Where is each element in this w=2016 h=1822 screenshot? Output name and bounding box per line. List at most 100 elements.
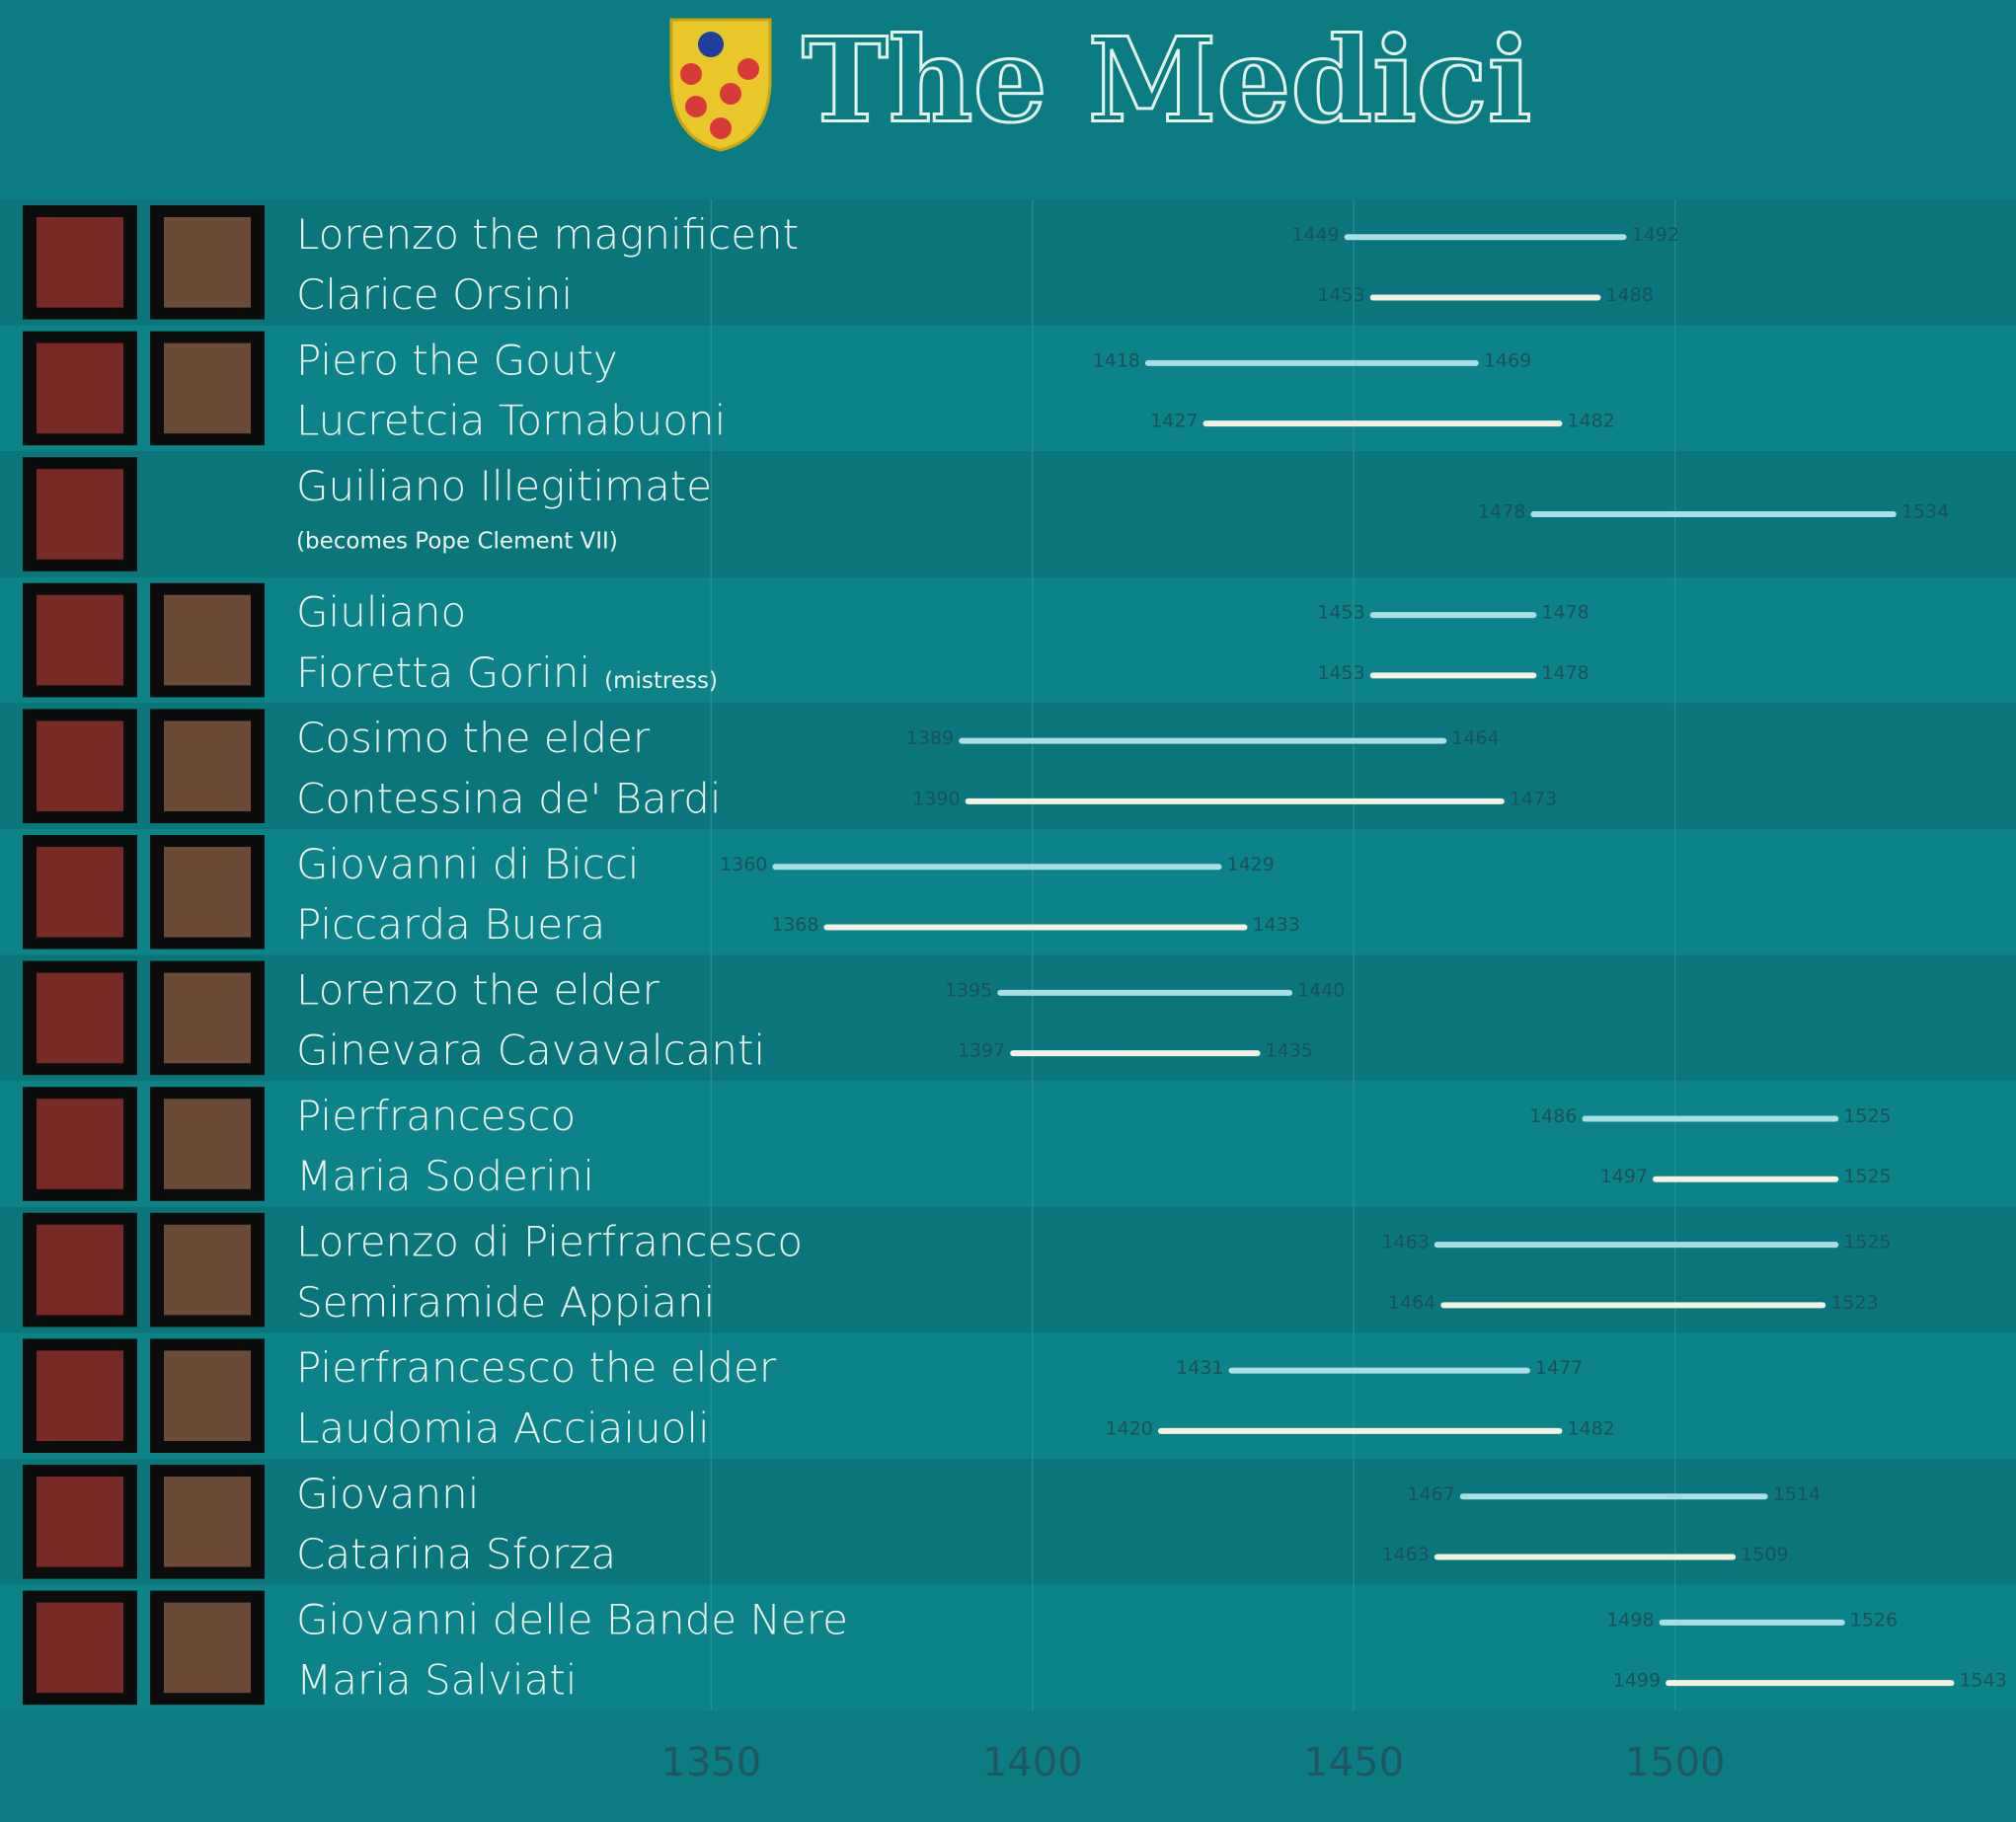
row-band — [0, 1332, 2016, 1459]
death-year: 1482 — [1567, 1417, 1614, 1439]
birth-year: 1360 — [720, 854, 767, 875]
death-year: 1478 — [1541, 662, 1589, 684]
death-year: 1525 — [1843, 1232, 1891, 1253]
crest — [669, 18, 772, 152]
x-tick-label: 1350 — [660, 1740, 761, 1785]
birth-year: 1390 — [912, 788, 960, 809]
death-year: 1433 — [1253, 914, 1300, 936]
portrait — [164, 847, 251, 938]
birth-year: 1499 — [1613, 1670, 1661, 1692]
birth-year: 1463 — [1381, 1232, 1429, 1253]
birth-year: 1368 — [771, 914, 818, 936]
person-note: (becomes Pope Clement VII) — [296, 529, 618, 555]
person-name: Guiliano Illegitimate — [296, 462, 712, 510]
portrait — [164, 594, 251, 686]
death-year: 1526 — [1850, 1609, 1898, 1631]
row-band — [0, 829, 2016, 955]
row-band — [0, 954, 2016, 1082]
portrait — [37, 847, 123, 938]
birth-year: 1418 — [1093, 349, 1140, 371]
death-year: 1477 — [1535, 1357, 1583, 1379]
portrait — [37, 1350, 123, 1441]
death-year: 1464 — [1451, 727, 1499, 749]
birth-year: 1467 — [1407, 1483, 1454, 1505]
person-name: Catarina Sforza — [296, 1530, 616, 1578]
portrait — [37, 721, 123, 811]
person-name: Piero the Gouty — [296, 336, 618, 384]
birth-year: 1486 — [1529, 1105, 1577, 1127]
death-year: 1525 — [1843, 1166, 1891, 1187]
row-band — [0, 1584, 2016, 1711]
row-band — [0, 1459, 2016, 1585]
birth-year: 1453 — [1317, 602, 1364, 624]
portrait — [164, 1099, 251, 1189]
chart-title: The Medici — [802, 12, 1531, 149]
person-name: Maria Soderini — [296, 1152, 594, 1200]
birth-year: 1478 — [1478, 501, 1525, 523]
row-band — [0, 199, 2016, 326]
person-name: Semiramide Appiani — [296, 1278, 715, 1327]
birth-year: 1497 — [1600, 1166, 1648, 1187]
portrait — [164, 972, 251, 1064]
death-year: 1435 — [1266, 1040, 1313, 1062]
row-band — [0, 1081, 2016, 1207]
birth-year: 1397 — [958, 1040, 1005, 1062]
row-band — [0, 576, 2016, 704]
person-name: Lorenzo the elder — [296, 965, 660, 1014]
person-name: Lorenzo di Pierfrancesco — [296, 1218, 803, 1266]
death-year: 1478 — [1541, 602, 1589, 624]
portrait — [164, 721, 251, 811]
birth-year: 1464 — [1388, 1292, 1435, 1314]
death-year: 1534 — [1901, 501, 1949, 523]
death-year: 1482 — [1567, 411, 1614, 432]
death-year: 1525 — [1843, 1105, 1891, 1127]
person-name: Maria Salviati — [296, 1656, 577, 1705]
portrait — [37, 1477, 123, 1567]
person-name: Giovanni di Bicci — [296, 840, 639, 888]
birth-year: 1449 — [1291, 224, 1339, 246]
x-tick-label: 1500 — [1625, 1740, 1726, 1785]
person-name: Giuliano — [296, 588, 466, 637]
birth-year: 1498 — [1606, 1609, 1654, 1631]
portrait — [37, 1224, 123, 1316]
person-name: Piccarda Buera — [296, 900, 605, 949]
death-year: 1488 — [1605, 284, 1653, 306]
person-name: Pierfrancesco the elder — [296, 1343, 777, 1392]
portrait — [37, 1602, 123, 1694]
portrait — [164, 1477, 251, 1567]
x-tick-label: 1400 — [982, 1740, 1083, 1785]
row-band — [0, 325, 2016, 452]
portrait — [37, 469, 123, 560]
x-tick-label: 1450 — [1303, 1740, 1404, 1785]
person-name: Giovanni — [296, 1470, 479, 1518]
birth-year: 1389 — [906, 727, 954, 749]
portrait — [37, 1099, 123, 1189]
portrait — [164, 1224, 251, 1316]
portrait — [164, 1602, 251, 1694]
death-year: 1469 — [1484, 349, 1531, 371]
person-name: Cosimo the elder — [296, 714, 651, 762]
birth-year: 1427 — [1150, 411, 1198, 432]
person-name: Pierfrancesco — [296, 1092, 576, 1140]
person-name: Ginevara Cavavalcanti — [296, 1026, 765, 1075]
death-year: 1543 — [1959, 1670, 2006, 1692]
birth-year: 1431 — [1176, 1357, 1223, 1379]
person-note: (mistress) — [604, 668, 718, 694]
portrait — [164, 1350, 251, 1441]
death-year: 1473 — [1510, 788, 1557, 809]
person-name: Laudomia Acciaiuoli — [296, 1404, 710, 1452]
death-year: 1429 — [1226, 854, 1274, 875]
row-band — [0, 703, 2016, 829]
row-band — [0, 1206, 2016, 1333]
portrait — [164, 217, 251, 308]
person-name: Lorenzo the magnificent — [296, 210, 799, 259]
birth-year: 1453 — [1317, 284, 1364, 306]
birth-year: 1395 — [945, 979, 992, 1001]
death-year: 1440 — [1297, 979, 1345, 1001]
birth-year: 1463 — [1381, 1544, 1429, 1565]
death-year: 1509 — [1741, 1544, 1788, 1565]
birth-year: 1420 — [1106, 1417, 1153, 1439]
person-name: Clarice Orsini — [296, 270, 573, 319]
death-year: 1514 — [1773, 1483, 1821, 1505]
